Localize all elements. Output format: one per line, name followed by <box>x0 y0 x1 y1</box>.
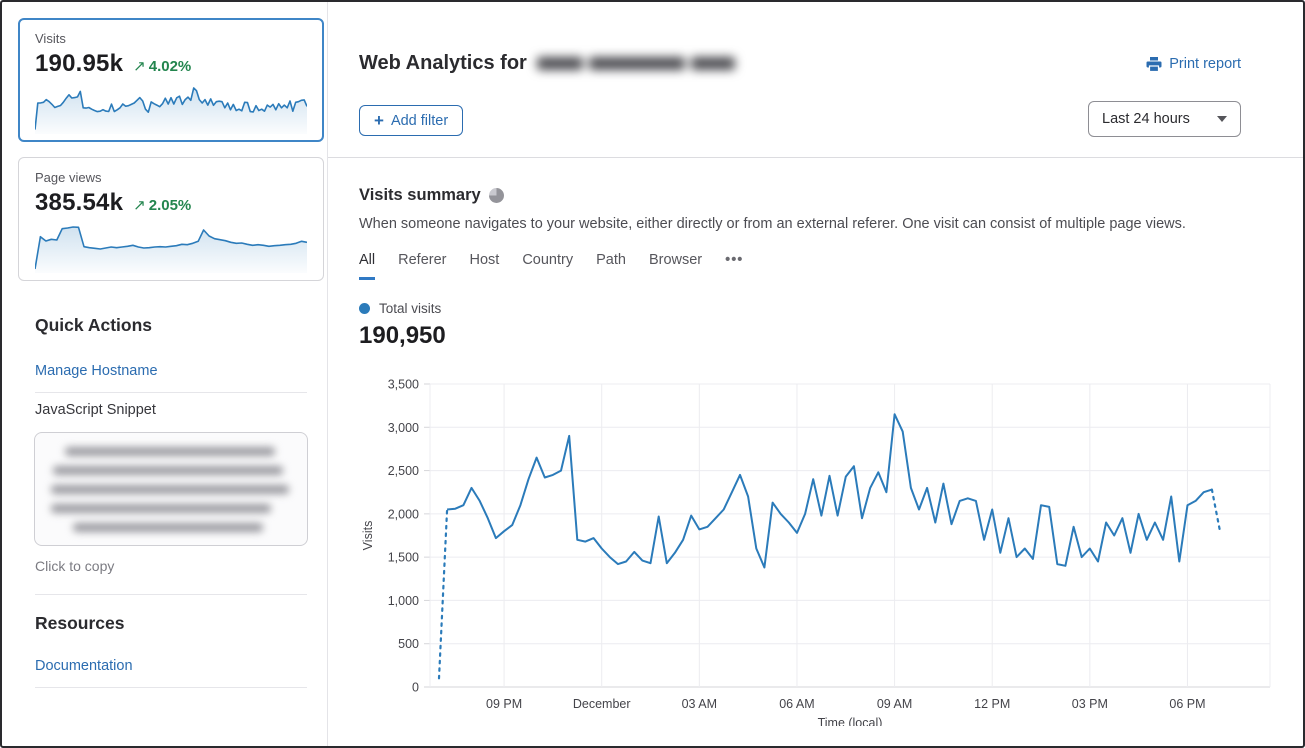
legend-label: Total visits <box>379 301 442 316</box>
printer-icon <box>1146 56 1162 72</box>
svg-text:500: 500 <box>398 637 419 651</box>
divider <box>35 392 307 393</box>
svg-text:December: December <box>573 697 631 711</box>
page-views-card-label: Page views <box>35 170 102 185</box>
page-views-card[interactable]: Page views 385.54k ↗ 2.05% <box>18 157 324 281</box>
resources-title: Resources <box>35 613 125 633</box>
y-axis-label: Visits <box>361 521 375 551</box>
redacted-domain <box>536 57 735 70</box>
javascript-snippet-label: JavaScript Snippet <box>35 402 156 418</box>
svg-text:2,000: 2,000 <box>388 507 419 521</box>
page-title: Web Analytics for <box>359 52 735 75</box>
legend-dot <box>359 303 370 314</box>
svg-text:03 AM: 03 AM <box>682 697 717 711</box>
divider <box>35 594 307 595</box>
summary-description: When someone navigates to your website, … <box>359 216 1186 232</box>
svg-text:06 PM: 06 PM <box>1169 697 1205 711</box>
svg-text:03 PM: 03 PM <box>1072 697 1108 711</box>
visits-card-label: Visits <box>35 31 66 46</box>
visits-card[interactable]: Visits 190.95k ↗ 4.02% <box>18 18 324 142</box>
svg-text:0: 0 <box>412 681 419 695</box>
header-divider <box>328 157 1303 158</box>
svg-text:1,000: 1,000 <box>388 594 419 608</box>
page-views-card-value: 385.54k <box>35 189 124 216</box>
chevron-down-icon <box>1217 116 1227 122</box>
time-range-value: Last 24 hours <box>1102 111 1190 127</box>
visits-chart-svg: 0 500 1,000 1,500 2,000 2,500 3,000 3,500 09 PM D… <box>361 378 1271 730</box>
visits-summary-title: Visits summary <box>359 186 504 205</box>
tab-all[interactable]: All <box>359 252 376 280</box>
x-axis-label: Time (local) <box>818 716 883 726</box>
svg-text:09 AM: 09 AM <box>877 697 912 711</box>
tab-host[interactable]: Host <box>469 252 500 268</box>
print-report-button[interactable]: Print report <box>1146 56 1241 72</box>
visits-chart: 0 500 1,000 1,500 2,000 2,500 3,000 3,500 09 PM D… <box>360 374 1275 731</box>
tab-path[interactable]: Path <box>596 252 626 268</box>
svg-text:1,500: 1,500 <box>388 551 419 565</box>
chart-legend: Total visits <box>359 301 441 316</box>
sidebar-divider <box>327 2 328 746</box>
more-tabs-button[interactable]: ••• <box>725 252 744 268</box>
visits-card-value: 190.95k <box>35 50 124 77</box>
documentation-link[interactable]: Documentation <box>35 658 133 674</box>
time-range-select[interactable]: Last 24 hours <box>1088 101 1241 137</box>
divider <box>35 687 307 688</box>
svg-text:3,500: 3,500 <box>388 378 419 392</box>
summary-tabs: All Referer Host Country Path Browser ••… <box>359 252 743 280</box>
svg-text:3,000: 3,000 <box>388 421 419 435</box>
svg-text:12 PM: 12 PM <box>974 697 1010 711</box>
click-to-copy-hint: Click to copy <box>35 558 115 574</box>
tab-browser[interactable]: Browser <box>648 252 703 268</box>
tab-country[interactable]: Country <box>522 252 574 268</box>
page-views-sparkline <box>35 226 307 273</box>
manage-hostname-link[interactable]: Manage Hostname <box>35 363 158 379</box>
svg-text:06 AM: 06 AM <box>779 697 814 711</box>
pie-chart-icon <box>488 188 504 203</box>
plus-icon: + <box>374 111 384 130</box>
page-views-card-delta: ↗ 2.05% <box>133 197 192 214</box>
total-visits-value: 190,950 <box>359 322 446 349</box>
visits-sparkline <box>35 87 307 134</box>
tab-referer[interactable]: Referer <box>398 252 447 268</box>
trend-up-icon: ↗ <box>133 58 146 75</box>
svg-text:09 PM: 09 PM <box>486 697 522 711</box>
code-snippet-box[interactable] <box>34 432 308 546</box>
trend-up-icon: ↗ <box>133 197 146 214</box>
visits-card-delta: ↗ 4.02% <box>133 58 192 75</box>
svg-text:2,500: 2,500 <box>388 464 419 478</box>
quick-actions-title: Quick Actions <box>35 315 153 335</box>
add-filter-button[interactable]: + Add filter <box>359 105 464 136</box>
